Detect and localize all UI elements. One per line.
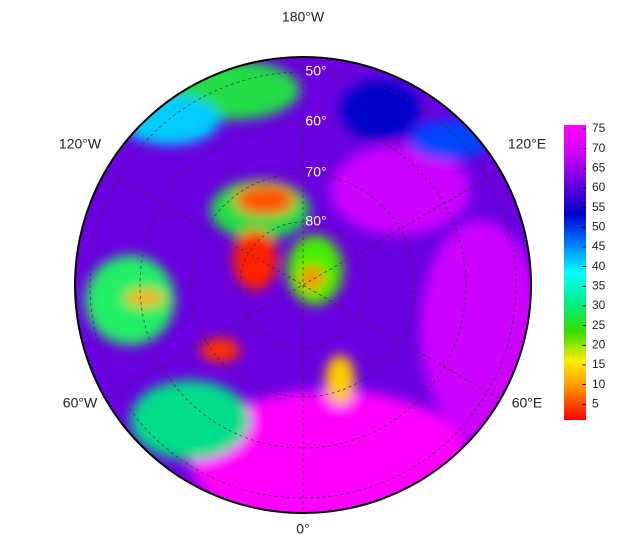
lon-label: 180°W [282, 9, 325, 25]
colorbar-tick-label: 20 [592, 337, 606, 351]
lat-label: 60° [305, 113, 326, 129]
colorbar-tick-label: 15 [592, 357, 606, 371]
lon-label: 0° [296, 521, 309, 537]
colorbar-tick-label: 10 [592, 377, 606, 391]
colorbar-tick-label: 30 [592, 298, 606, 312]
colorbar-tick-label: 40 [592, 259, 606, 273]
lon-label: 60°E [512, 395, 543, 411]
colorbar-tick-label: 75 [592, 121, 606, 135]
lat-label: 50° [305, 63, 326, 79]
colorbar-scale [564, 125, 586, 420]
colorbar-tick-label: 65 [592, 160, 606, 174]
colorbar-tick-label: 60 [592, 180, 606, 194]
colorbar-tick-label: 5 [592, 396, 599, 410]
colorbar-tick-label: 55 [592, 200, 606, 214]
colorbar: 5 10 15 20 25 30 35 40 45 50 55 60 65 70 75 [564, 121, 606, 420]
lon-label: 120°W [59, 136, 102, 152]
lat-label: 80° [305, 213, 326, 229]
lon-label: 120°E [508, 136, 546, 152]
lon-label: 60°W [63, 395, 98, 411]
lat-label: 70° [305, 164, 326, 180]
colorbar-tick-label: 25 [592, 318, 606, 332]
colorbar-tick-label: 35 [592, 278, 606, 292]
colorbar-tick-label: 70 [592, 141, 606, 155]
colorbar-tick-label: 50 [592, 219, 606, 233]
map-border [74, 56, 532, 514]
colorbar-tick-label: 45 [592, 239, 606, 253]
